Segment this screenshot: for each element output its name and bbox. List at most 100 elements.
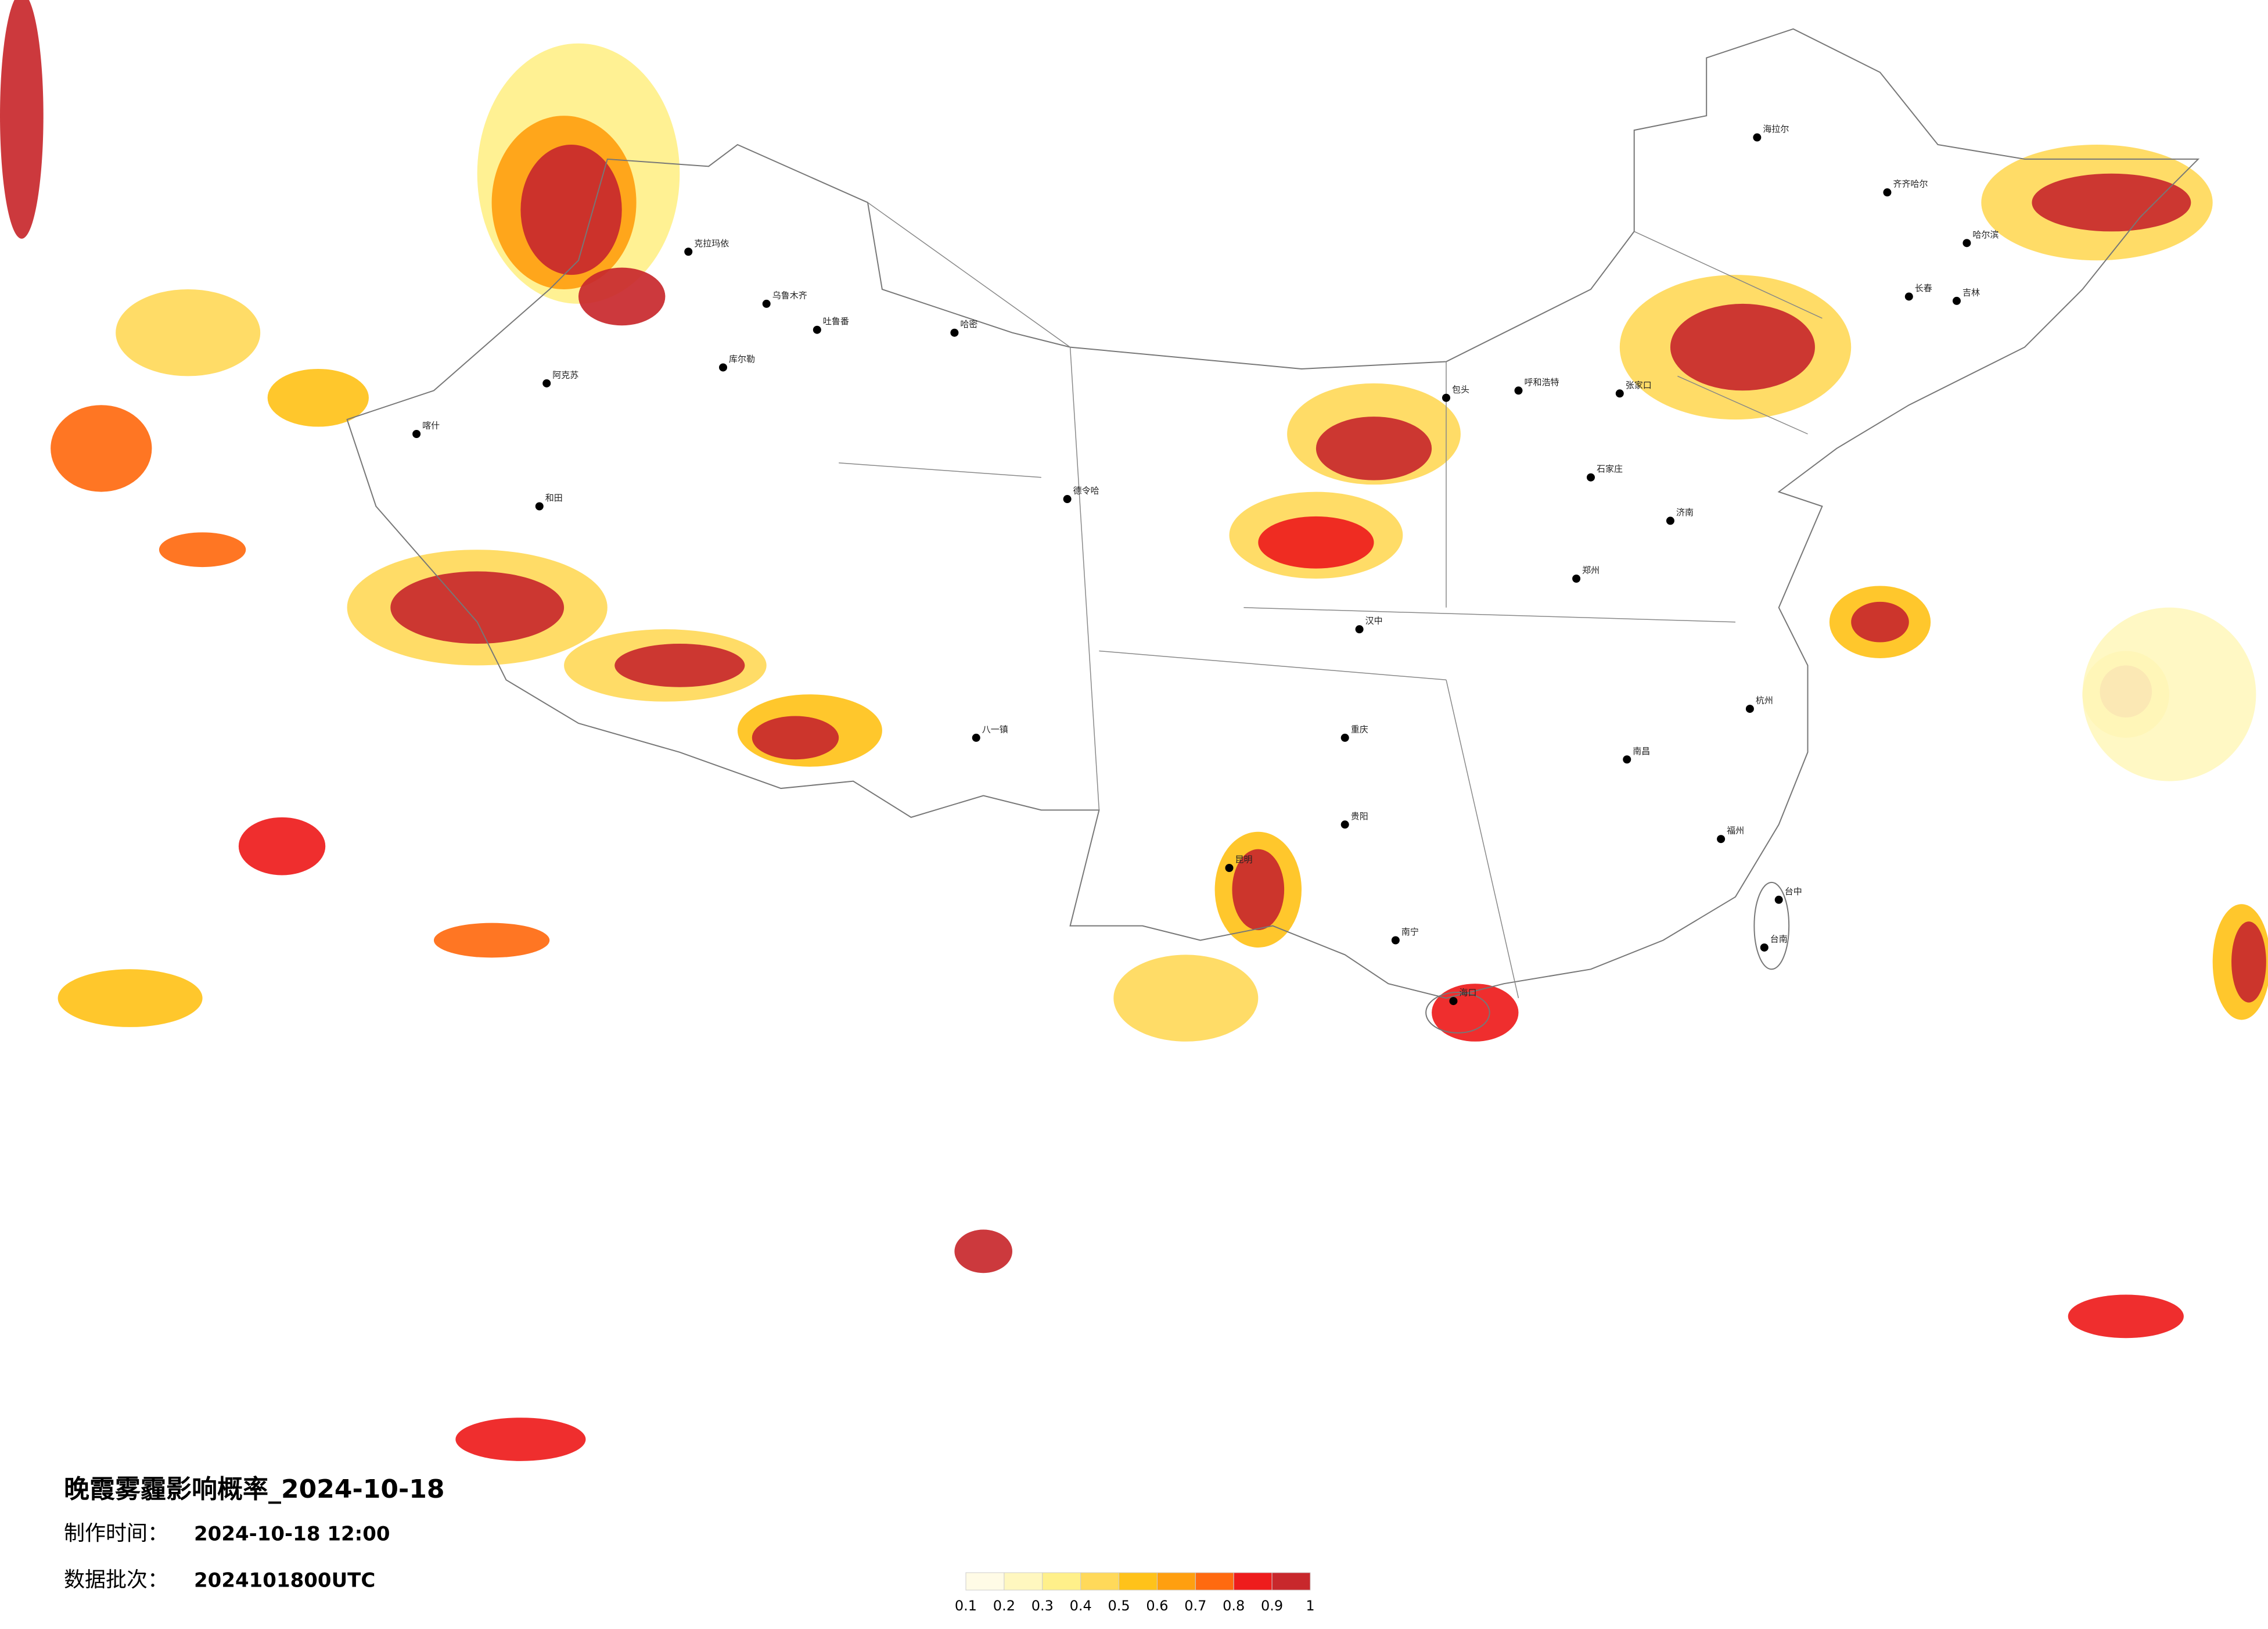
legend-tick-label: 0.4: [1070, 1598, 1092, 1614]
city-label: 长春: [1915, 283, 1932, 293]
legend-tick-label: 0.2: [993, 1598, 1015, 1614]
province-border: [1243, 607, 1736, 623]
city-label: 张家口: [1626, 380, 1652, 390]
city-label: 杭州: [1756, 695, 1773, 706]
province-border: [1099, 650, 1447, 681]
city-label: 乌鲁木齐: [772, 290, 807, 300]
city-dot: [1587, 473, 1595, 482]
province-border: [839, 462, 1041, 478]
city-label: 南昌: [1633, 746, 1650, 756]
haze-area: [1315, 417, 1432, 480]
city-label: 台中: [1785, 886, 1802, 896]
title: 晚霞雾霾影响概率_2024-10-18: [64, 1474, 444, 1504]
city-label: 贵阳: [1351, 811, 1368, 821]
city-dot: [1760, 943, 1769, 952]
city-label: 石家庄: [1597, 464, 1623, 474]
haze-area: [1851, 601, 1909, 643]
city-label: 齐齐哈尔: [1893, 179, 1928, 189]
legend-swatch: [1004, 1572, 1043, 1591]
haze-area: [267, 368, 369, 427]
province-border: [1069, 347, 1100, 810]
legend-tick-label: 0.3: [1031, 1598, 1054, 1614]
country-border: [346, 28, 2200, 999]
city-label: 济南: [1676, 507, 1694, 518]
city-label: 阿克苏: [552, 369, 578, 380]
city-label: 包头: [1452, 384, 1469, 394]
legend-tick-label: 0.6: [1146, 1598, 1168, 1614]
province-border: [867, 202, 1071, 348]
city-dot: [719, 363, 727, 372]
city-dot: [542, 379, 551, 387]
city-label: 和田: [545, 493, 563, 503]
haze-area: [390, 571, 565, 644]
haze-area: [57, 969, 203, 1027]
city-dot: [1963, 239, 1971, 247]
haze-area: [455, 1418, 586, 1461]
haze-area: [116, 289, 261, 376]
legend-swatch: [1080, 1572, 1120, 1591]
legend-tick-label: 0.7: [1184, 1598, 1206, 1614]
city-label: 呼和浩特: [1525, 377, 1559, 387]
city-dot: [1952, 296, 1961, 305]
haze-area: [1232, 849, 1285, 931]
haze-area: [0, 0, 44, 239]
legend-tick-label: 0.5: [1108, 1598, 1130, 1614]
legend-swatch: [1042, 1572, 1081, 1591]
city-dot: [1753, 133, 1762, 142]
legend-swatch: [1156, 1572, 1196, 1591]
city-label: 南宁: [1401, 927, 1419, 937]
city-dot: [1666, 516, 1674, 525]
haze-area: [1670, 303, 1815, 391]
province-border: [1634, 231, 1823, 319]
haze-area: [752, 716, 839, 760]
haze-area: [2231, 921, 2266, 1003]
city-dot: [684, 247, 693, 256]
city-dot: [1514, 386, 1523, 395]
city-label: 吐鲁番: [823, 316, 849, 326]
probability-field: [0, 0, 2268, 1461]
legend-tick-label: 0.8: [1223, 1598, 1245, 1614]
city-label: 汉中: [1365, 616, 1383, 626]
city-dot: [1883, 188, 1892, 197]
haze-area: [434, 923, 550, 958]
city-dot: [1340, 733, 1349, 742]
island-border: [1425, 992, 1490, 1034]
city-label: 海拉尔: [1763, 124, 1789, 134]
haze-area: [2068, 1294, 2184, 1339]
made-label: 制作时间：: [64, 1522, 168, 1545]
city-label: 吉林: [1963, 287, 1980, 297]
haze-area: [238, 817, 326, 876]
city-label: 库尔勒: [729, 354, 755, 364]
city-dot: [762, 299, 771, 308]
city-dot: [1623, 755, 1631, 764]
boundaries: [346, 28, 2200, 1034]
province-border: [1677, 375, 1808, 435]
batch-value: 2024101800UTC: [194, 1569, 375, 1592]
haze-area: [159, 532, 246, 568]
city-dot: [1442, 393, 1450, 402]
city-dot: [1391, 936, 1400, 945]
haze-area: [1258, 516, 1374, 569]
city-label: 重庆: [1351, 724, 1368, 734]
city-dot: [412, 430, 421, 438]
haze-area: [520, 144, 622, 275]
legend-swatch: [1195, 1572, 1234, 1591]
city-dot: [535, 502, 544, 511]
legend: 0.1 0.2 0.3 0.4 0.5 0.6 0.7 0.8 0.9 1: [955, 1572, 1315, 1614]
city-dot: [1225, 864, 1234, 872]
city-label: 八一镇: [982, 724, 1008, 734]
city-label: 克拉玛依: [694, 238, 729, 249]
city-dot: [1717, 835, 1726, 844]
province-border: [1446, 680, 1519, 999]
legend-swatch: [1233, 1572, 1273, 1591]
haze-area: [2082, 607, 2256, 781]
haze-area: [578, 267, 666, 326]
batch-label: 数据批次：: [64, 1568, 168, 1592]
haze-area: [954, 1229, 1012, 1273]
island-border: [1753, 881, 1790, 970]
haze-area: [1113, 955, 1259, 1042]
city-dot: [1774, 895, 1783, 904]
city-label: 海口: [1459, 988, 1476, 998]
